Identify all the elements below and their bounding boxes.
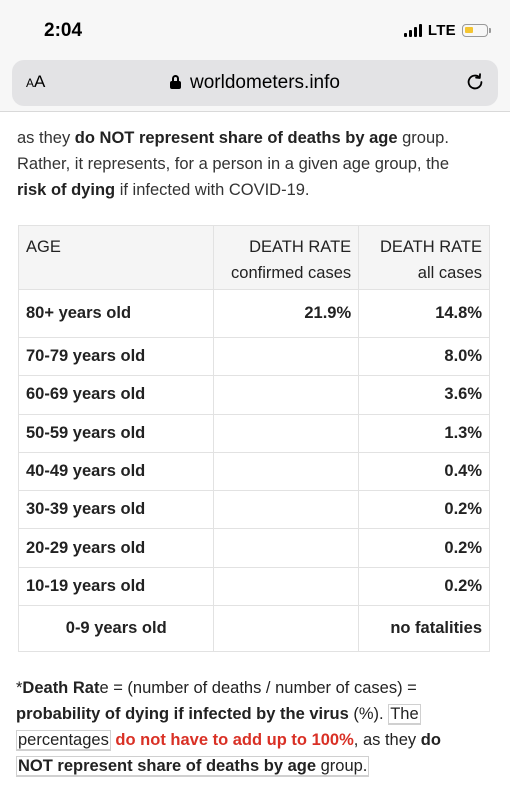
- table-row: 20-29 years old 0.2%: [17, 528, 490, 568]
- network-type: LTE: [427, 22, 456, 39]
- header-confirmed-title: DEATH RATE: [249, 238, 352, 256]
- confirmed-rate-cell: [213, 566, 360, 607]
- footnote-formula: = (number of deaths / number of cases) =: [108, 679, 417, 697]
- all-rate-cell: 8.0%: [358, 336, 490, 377]
- intro-text: as they: [17, 129, 75, 147]
- age-cell: 40-49 years old: [17, 451, 215, 492]
- header-all: DEATH RATE all cases: [358, 225, 490, 290]
- all-rate-cell: 0.2%: [358, 490, 490, 530]
- table-row: 40-49 years old 0.4%: [17, 451, 490, 492]
- intro-text: group.: [397, 129, 449, 147]
- age-cell: 0-9 years old: [17, 605, 215, 653]
- all-rate-cell: 0.2%: [358, 566, 490, 607]
- table-row: 0-9 years old no fatalities: [17, 605, 490, 653]
- death-rate-table: AGE DEATH RATE confirmed cases DEATH RAT…: [17, 225, 490, 653]
- confirmed-rate-cell: [213, 605, 360, 653]
- age-cell: 60-69 years old: [17, 375, 215, 415]
- confirmed-rate-cell: [213, 490, 360, 530]
- table-row: 80+ years old 21.9% 14.8%: [17, 289, 490, 338]
- all-rate-cell: 1.3%: [358, 413, 490, 453]
- intro-line-1: as they do NOT represent share of deaths…: [17, 125, 497, 151]
- text-size-button[interactable]: AA: [26, 72, 46, 91]
- footnote-text: , as they: [353, 731, 421, 749]
- table-row: 30-39 years old 0.2%: [17, 490, 490, 530]
- clipped-line: [17, 113, 497, 125]
- confirmed-rate-cell: 21.9%: [213, 289, 360, 338]
- header-all-sub: all cases: [417, 264, 482, 282]
- url-display[interactable]: worldometers.info: [12, 72, 498, 94]
- age-cell: 10-19 years old: [17, 566, 215, 607]
- footnote-warning: do not have to add up to 100%: [115, 731, 354, 749]
- intro-text: if infected with COVID-19.: [115, 181, 310, 199]
- page-content: as they do NOT represent share of deaths…: [0, 113, 510, 800]
- footnote-bold: NOT represent share of deaths by age: [18, 757, 317, 775]
- footnote-bold: do: [420, 731, 441, 749]
- all-rate-cell: no fatalities: [358, 605, 490, 653]
- confirmed-rate-cell: [213, 528, 360, 568]
- table-row: 10-19 years old 0.2%: [17, 566, 490, 607]
- highlighted-text: percentages: [16, 730, 111, 751]
- all-rate-cell: 0.2%: [358, 528, 490, 568]
- intro-line-3: risk of dying if infected with COVID-19.: [17, 177, 497, 203]
- confirmed-rate-cell: [213, 413, 360, 453]
- footnote-definition: probability of dying if infected by the …: [16, 705, 349, 723]
- highlighted-text: The: [388, 704, 421, 725]
- table-row: 50-59 years old 1.3%: [17, 413, 490, 453]
- table-row: 70-79 years old 8.0%: [17, 336, 490, 377]
- age-cell: 50-59 years old: [17, 413, 215, 453]
- reload-icon[interactable]: [464, 71, 486, 93]
- lock-icon: [170, 75, 182, 89]
- signal-icon: [403, 24, 422, 37]
- footnote-text: group.: [316, 757, 368, 775]
- url-text: worldometers.info: [190, 72, 340, 93]
- intro-bold: risk of dying: [17, 181, 116, 199]
- header-confirmed: DEATH RATE confirmed cases: [213, 225, 360, 290]
- footnote-star: *: [16, 679, 23, 697]
- confirmed-rate-cell: [213, 336, 360, 377]
- intro-bold: do NOT represent share of deaths by age: [74, 129, 398, 147]
- header-all-title: DEATH RATE: [379, 238, 482, 256]
- footnote-term-end: e: [99, 679, 109, 697]
- browser-address-bar: AA worldometers.info: [0, 56, 510, 112]
- header-age: AGE: [17, 225, 215, 290]
- table-row: 60-69 years old 3.6%: [17, 375, 490, 415]
- confirmed-rate-cell: [213, 451, 360, 492]
- all-rate-cell: 3.6%: [358, 375, 490, 415]
- clock: 2:04: [44, 20, 83, 41]
- footnote-unit: (%).: [348, 705, 389, 723]
- age-cell: 70-79 years old: [17, 336, 215, 377]
- url-field[interactable]: AA worldometers.info: [12, 60, 498, 106]
- footnote: *Death Rate = (number of deaths / number…: [16, 675, 494, 779]
- status-indicators: LTE: [403, 22, 491, 39]
- all-rate-cell: 0.4%: [358, 451, 490, 492]
- footnote-term: Death Rat: [22, 679, 100, 697]
- age-cell: 30-39 years old: [17, 490, 215, 530]
- table-header-row: AGE DEATH RATE confirmed cases DEATH RAT…: [17, 225, 490, 290]
- status-bar: 2:04 LTE: [0, 0, 510, 56]
- intro-line-2: Rather, it represents, for a person in a…: [17, 155, 450, 173]
- header-confirmed-sub: confirmed cases: [231, 264, 352, 282]
- confirmed-rate-cell: [213, 375, 360, 415]
- age-cell: 20-29 years old: [17, 528, 215, 568]
- battery-icon: [462, 24, 491, 37]
- intro-paragraph: as they do NOT represent share of deaths…: [17, 113, 497, 203]
- age-cell: 80+ years old: [17, 289, 215, 338]
- all-rate-cell: 14.8%: [358, 289, 490, 338]
